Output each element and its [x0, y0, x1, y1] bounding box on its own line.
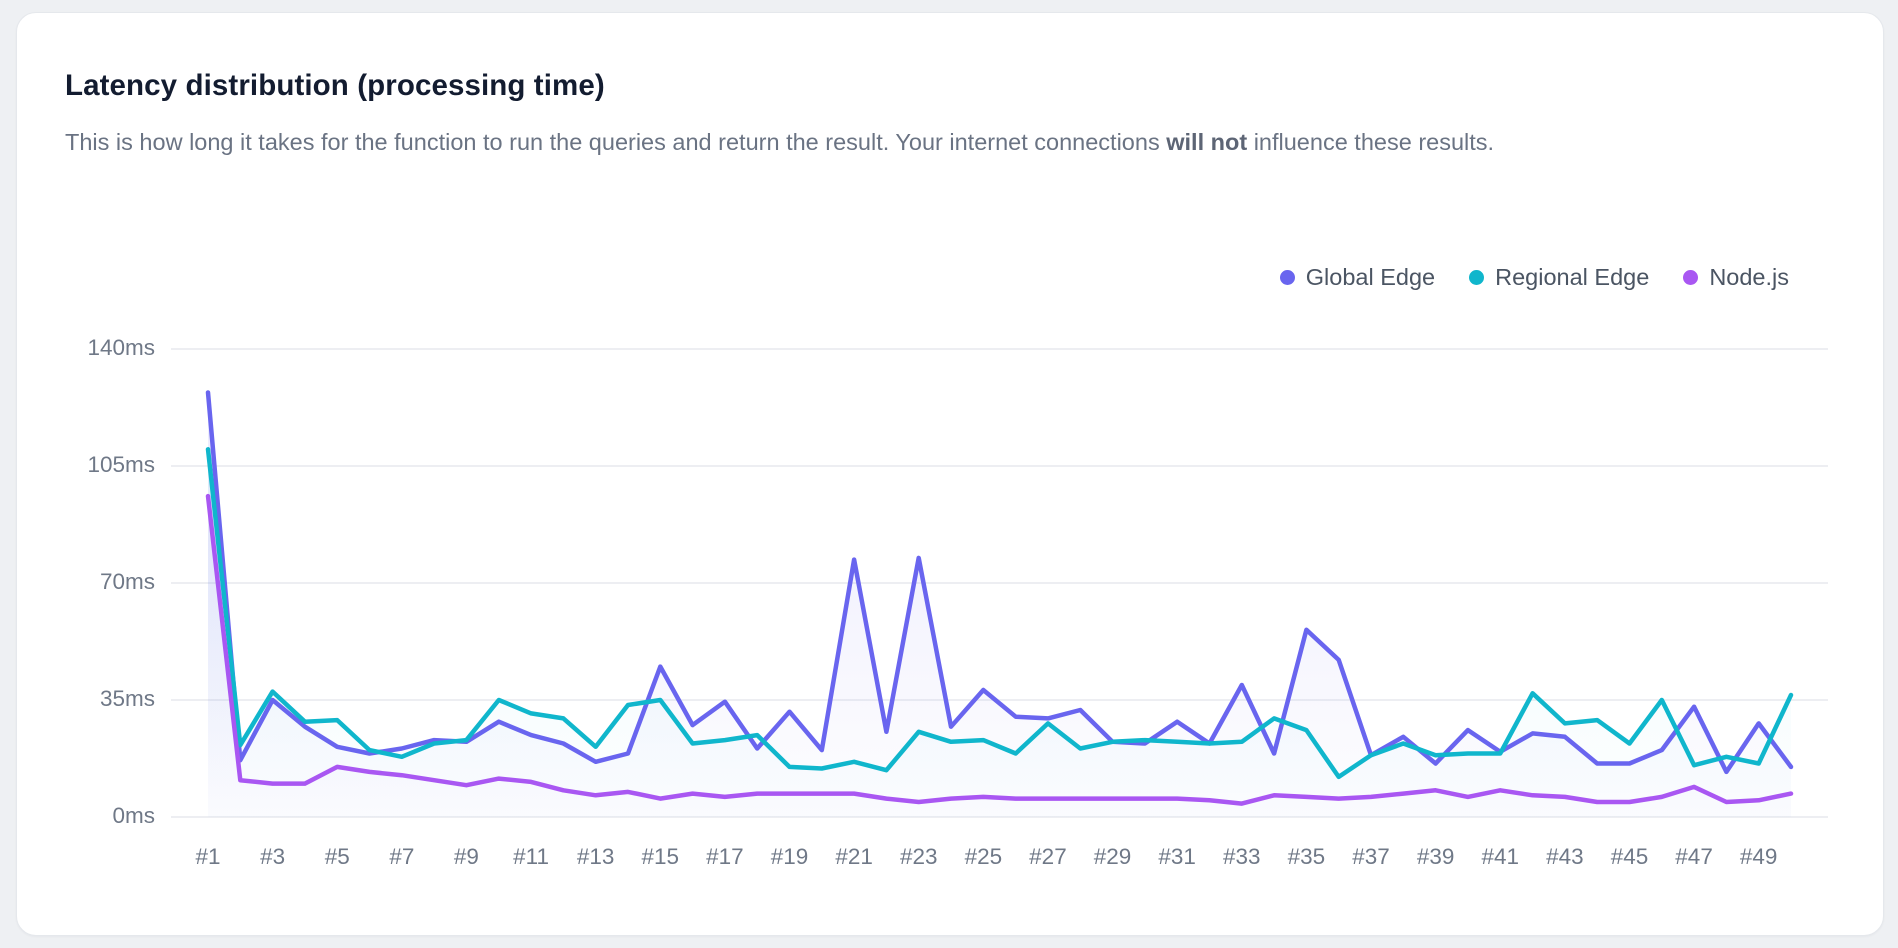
x-axis-tick-label: #35: [1287, 844, 1326, 869]
x-axis-tick-label: #5: [324, 844, 350, 869]
latency-card: Latency distribution (processing time) T…: [16, 12, 1884, 936]
legend-item-global-edge[interactable]: Global Edge: [1279, 263, 1436, 291]
page-title: Latency distribution (processing time): [65, 69, 605, 102]
regional-edge-area: [208, 449, 1791, 817]
x-axis-tick-label: #21: [835, 844, 873, 869]
x-axis-tick-label: #43: [1546, 844, 1584, 869]
node-js-area: [208, 496, 1791, 817]
legend-label: Node.js: [1709, 263, 1789, 290]
x-axis-tick-label: #31: [1158, 844, 1196, 869]
y-axis-tick-label: 35ms: [99, 686, 155, 711]
legend-label: Regional Edge: [1495, 263, 1650, 290]
x-axis-tick-label: #11: [513, 844, 549, 869]
x-axis-tick-label: #15: [641, 844, 680, 869]
x-axis-tick-label: #37: [1352, 844, 1390, 869]
nodejs-dot-icon: [1683, 269, 1699, 285]
x-axis-tick-label: #39: [1416, 844, 1455, 869]
x-axis-tick-label: #29: [1093, 844, 1132, 869]
x-axis-tick-label: #27: [1029, 844, 1067, 869]
x-axis-tick-label: #25: [964, 844, 1003, 869]
x-axis-tick-label: #47: [1675, 844, 1713, 869]
global-edge-dot-icon: [1279, 269, 1295, 285]
latency-line-chart: [171, 348, 1828, 818]
y-axis-tick-label: 105ms: [87, 452, 155, 477]
node-js-line: [205, 493, 1794, 806]
legend-label: Global Edge: [1305, 263, 1436, 290]
y-axis-tick-label: 70ms: [99, 569, 155, 594]
x-axis-tick-label: #7: [389, 844, 415, 869]
chart-legend: Global Edge Regional Edge Node.js: [1279, 261, 1789, 293]
x-axis-tick-label: #13: [576, 844, 615, 869]
x-axis-tick-label: #9: [453, 844, 479, 869]
subtitle-bold-text: will not: [1166, 129, 1248, 155]
y-axis-tick-label: 140ms: [87, 335, 155, 360]
x-axis-tick-label: #17: [706, 844, 744, 869]
x-axis-tick-label: #33: [1223, 844, 1261, 869]
x-axis-tick-label: #3: [260, 844, 286, 869]
x-axis-tick-label: #49: [1739, 844, 1778, 869]
subtitle-text: This is how long it takes for the functi…: [65, 129, 1167, 155]
x-axis-tick-label: #19: [770, 844, 809, 869]
subtitle-text-end: influence these results.: [1247, 129, 1495, 155]
card-subtitle: This is how long it takes for the functi…: [65, 121, 1810, 163]
y-axis-tick-label: 0ms: [112, 803, 155, 828]
x-axis-tick-label: #1: [195, 844, 221, 869]
x-axis-tick-label: #23: [899, 844, 938, 869]
legend-item-nodejs[interactable]: Node.js: [1683, 264, 1789, 291]
legend-item-regional-edge[interactable]: Regional Edge: [1469, 264, 1649, 291]
global-edge-line: [205, 390, 1794, 775]
regional-edge-line: [205, 447, 1794, 780]
regional-edge-dot-icon: [1469, 269, 1485, 285]
x-axis-tick-label: #45: [1610, 844, 1649, 869]
x-axis-tick-label: #41: [1481, 844, 1519, 869]
